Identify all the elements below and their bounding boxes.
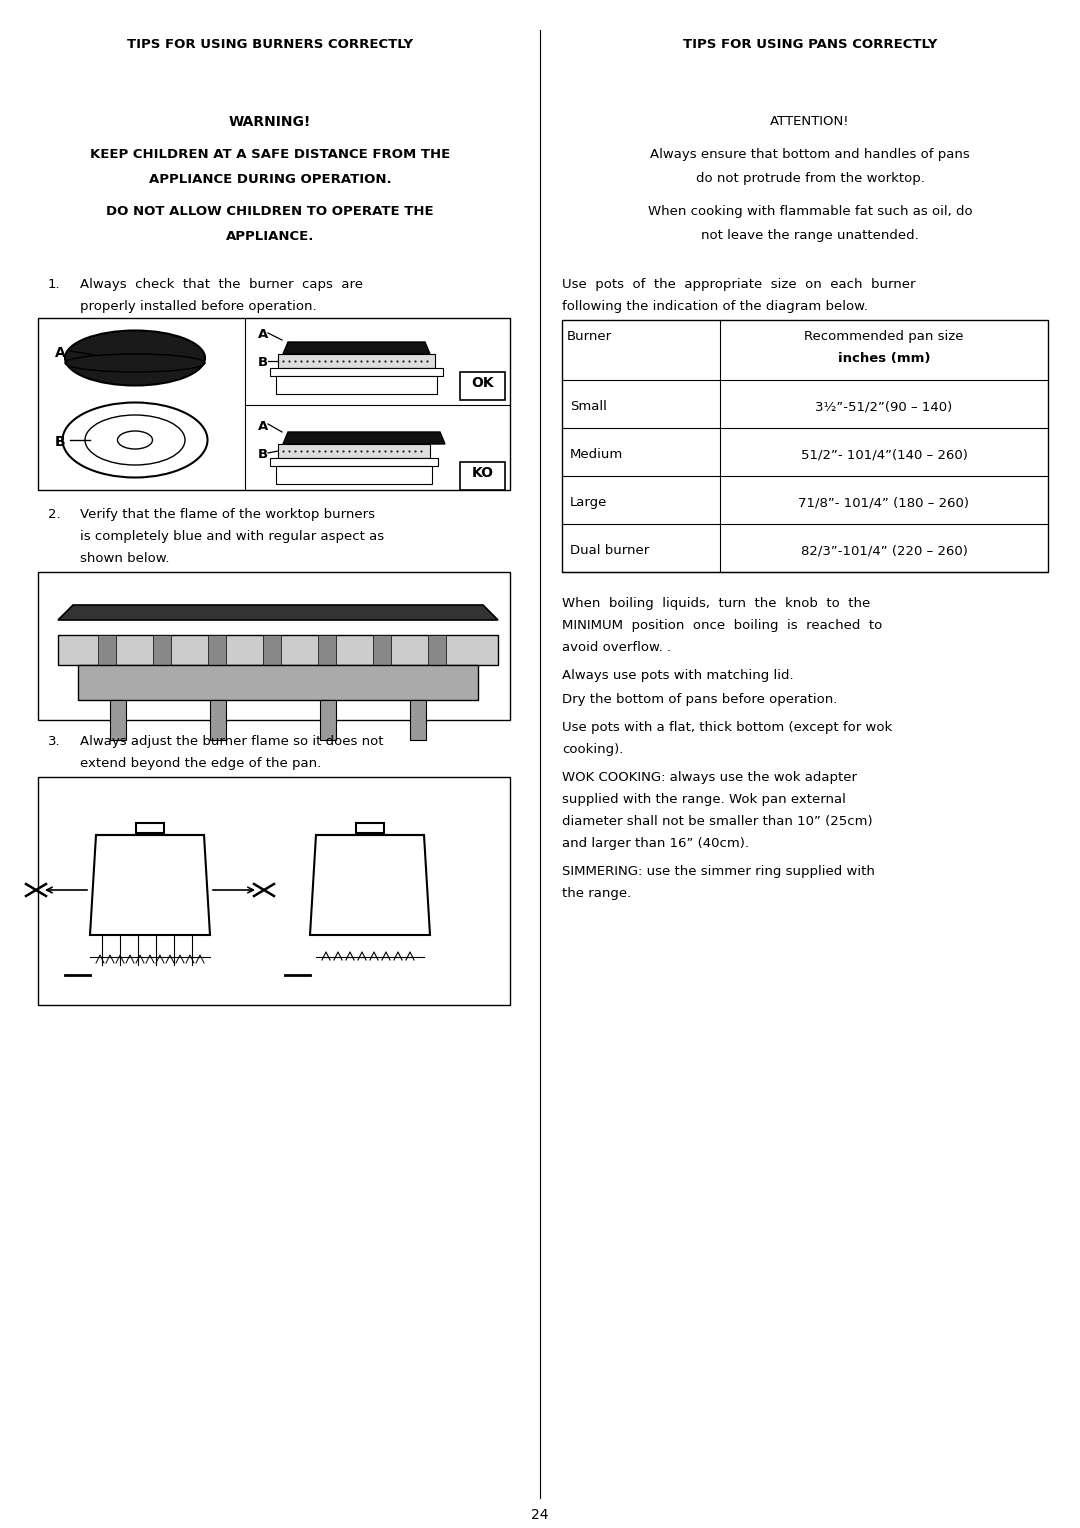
- Text: following the indication of the diagram below.: following the indication of the diagram …: [562, 299, 868, 313]
- Text: Dual burner: Dual burner: [570, 544, 649, 558]
- Text: Use  pots  of  the  appropriate  size  on  each  burner: Use pots of the appropriate size on each…: [562, 278, 916, 290]
- Text: 51/2”- 101/4”(140 – 260): 51/2”- 101/4”(140 – 260): [800, 448, 968, 461]
- Text: 24: 24: [531, 1508, 549, 1522]
- Text: shown below.: shown below.: [80, 552, 170, 565]
- Polygon shape: [310, 834, 430, 935]
- Text: When cooking with flammable fat such as oil, do: When cooking with flammable fat such as …: [648, 205, 972, 219]
- Bar: [38, 318, 510, 490]
- Text: is completely blue and with regular aspect as: is completely blue and with regular aspe…: [80, 530, 384, 542]
- Text: 2.: 2.: [48, 507, 60, 521]
- Text: Dry the bottom of pans before operation.: Dry the bottom of pans before operation.: [562, 694, 837, 706]
- Text: not leave the range unattended.: not leave the range unattended.: [701, 229, 919, 241]
- Text: 1.: 1.: [48, 278, 60, 290]
- Polygon shape: [90, 834, 210, 935]
- Text: ATTENTION!: ATTENTION!: [770, 115, 850, 128]
- Text: MINIMUM  position  once  boiling  is  reached  to: MINIMUM position once boiling is reached…: [562, 619, 882, 633]
- Text: TIPS FOR USING BURNERS CORRECTLY: TIPS FOR USING BURNERS CORRECTLY: [127, 38, 413, 50]
- Text: extend beyond the edge of the pan.: extend beyond the edge of the pan.: [80, 756, 321, 770]
- Bar: [373, 636, 391, 665]
- Bar: [410, 700, 426, 740]
- Bar: [38, 571, 510, 720]
- Bar: [270, 458, 438, 466]
- Bar: [278, 354, 435, 368]
- Bar: [562, 319, 1048, 571]
- Bar: [136, 824, 164, 833]
- Bar: [276, 376, 437, 394]
- Bar: [38, 778, 510, 1005]
- Text: WOK COOKING: always use the wok adapter: WOK COOKING: always use the wok adapter: [562, 772, 858, 784]
- Bar: [58, 636, 498, 665]
- Polygon shape: [58, 605, 498, 620]
- Bar: [278, 445, 430, 458]
- Bar: [460, 461, 505, 490]
- Bar: [110, 700, 126, 740]
- Bar: [264, 636, 281, 665]
- Text: When  boiling  liquids,  turn  the  knob  to  the: When boiling liquids, turn the knob to t…: [562, 597, 870, 610]
- Text: APPLIANCE DURING OPERATION.: APPLIANCE DURING OPERATION.: [149, 173, 391, 186]
- Text: 71/8”- 101/4” (180 – 260): 71/8”- 101/4” (180 – 260): [798, 497, 970, 509]
- Text: B: B: [258, 356, 268, 368]
- Text: the range.: the range.: [562, 886, 631, 900]
- Bar: [356, 824, 384, 833]
- Bar: [270, 368, 443, 376]
- Bar: [153, 636, 171, 665]
- Ellipse shape: [63, 402, 207, 477]
- Text: diameter shall not be smaller than 10” (25cm): diameter shall not be smaller than 10” (…: [562, 814, 873, 828]
- Bar: [78, 665, 478, 700]
- Text: do not protrude from the worktop.: do not protrude from the worktop.: [696, 173, 924, 185]
- Text: Always ensure that bottom and handles of pans: Always ensure that bottom and handles of…: [650, 148, 970, 160]
- Text: Burner: Burner: [567, 330, 612, 342]
- Text: Small: Small: [570, 400, 607, 413]
- Bar: [428, 636, 446, 665]
- Text: 3½”-51/2”(90 – 140): 3½”-51/2”(90 – 140): [815, 400, 953, 413]
- Text: Verify that the flame of the worktop burners: Verify that the flame of the worktop bur…: [80, 507, 375, 521]
- Text: KEEP CHILDREN AT A SAFE DISTANCE FROM THE: KEEP CHILDREN AT A SAFE DISTANCE FROM TH…: [90, 148, 450, 160]
- Ellipse shape: [85, 416, 185, 465]
- Text: inches (mm): inches (mm): [838, 351, 930, 365]
- Text: Always adjust the burner flame so it does not: Always adjust the burner flame so it doe…: [80, 735, 383, 749]
- Text: DO NOT ALLOW CHILDREN TO OPERATE THE: DO NOT ALLOW CHILDREN TO OPERATE THE: [106, 205, 434, 219]
- Text: Medium: Medium: [570, 448, 623, 461]
- Text: Always  check  that  the  burner  caps  are: Always check that the burner caps are: [80, 278, 363, 290]
- Text: avoid overflow. .: avoid overflow. .: [562, 642, 671, 654]
- Text: B: B: [55, 435, 66, 449]
- Polygon shape: [283, 432, 445, 445]
- Text: B: B: [258, 448, 268, 461]
- Bar: [98, 636, 116, 665]
- Text: cooking).: cooking).: [562, 743, 623, 756]
- Text: A: A: [55, 345, 66, 361]
- Bar: [460, 371, 505, 400]
- Text: A: A: [258, 420, 268, 432]
- Text: and larger than 16” (40cm).: and larger than 16” (40cm).: [562, 837, 750, 850]
- Text: WARNING!: WARNING!: [229, 115, 311, 128]
- Text: Large: Large: [570, 497, 607, 509]
- Text: Recommended pan size: Recommended pan size: [805, 330, 963, 342]
- Text: TIPS FOR USING PANS CORRECTLY: TIPS FOR USING PANS CORRECTLY: [683, 38, 937, 50]
- Bar: [208, 636, 226, 665]
- Bar: [210, 700, 226, 740]
- Text: APPLIANCE.: APPLIANCE.: [226, 231, 314, 243]
- Text: SIMMERING: use the simmer ring supplied with: SIMMERING: use the simmer ring supplied …: [562, 865, 875, 879]
- Text: KO: KO: [472, 466, 494, 480]
- Ellipse shape: [65, 330, 205, 385]
- Text: Always use pots with matching lid.: Always use pots with matching lid.: [562, 669, 794, 681]
- Text: supplied with the range. Wok pan external: supplied with the range. Wok pan externa…: [562, 793, 846, 805]
- Text: properly installed before operation.: properly installed before operation.: [80, 299, 316, 313]
- Text: Use pots with a flat, thick bottom (except for wok: Use pots with a flat, thick bottom (exce…: [562, 721, 892, 733]
- Text: OK: OK: [471, 376, 494, 390]
- Bar: [318, 636, 336, 665]
- Text: 3.: 3.: [48, 735, 60, 749]
- Bar: [276, 466, 432, 484]
- Text: A: A: [258, 329, 268, 341]
- Text: 82/3”-101/4” (220 – 260): 82/3”-101/4” (220 – 260): [800, 544, 968, 558]
- Bar: [320, 700, 336, 740]
- Ellipse shape: [118, 431, 152, 449]
- Polygon shape: [283, 342, 430, 354]
